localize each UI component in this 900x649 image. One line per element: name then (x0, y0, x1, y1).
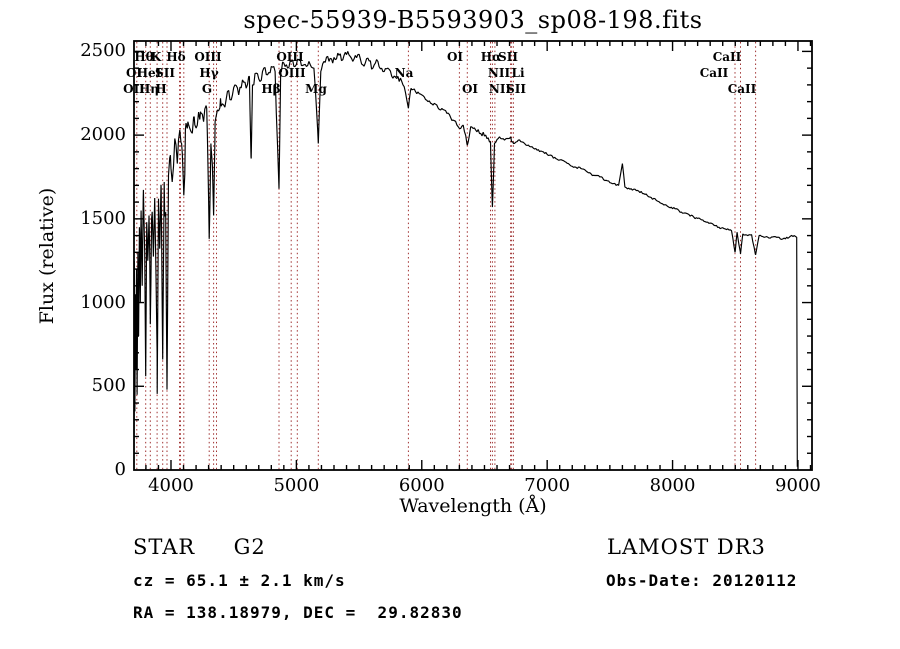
plot-frame (133, 40, 813, 471)
spectral-line-label: Hγ (199, 66, 218, 80)
spectral-line-label: SII (498, 50, 518, 64)
spectral-line-label: OIII (194, 50, 222, 64)
spectral-line-label: Hη (139, 82, 159, 96)
spectral-line-label: G (202, 82, 212, 96)
spectral-line-label: Hθ (134, 50, 153, 64)
spectral-line-label: SII (155, 66, 175, 80)
spectral-line-label: NII (489, 82, 512, 96)
spectral-line-label: K (151, 50, 162, 64)
y-tick-label: 1500 (80, 207, 126, 229)
y-tick-label: 500 (91, 375, 126, 397)
object-class-text: STAR G2 (133, 535, 266, 559)
x-tick-label: 5000 (273, 475, 320, 496)
spectral-line-label: Mg (305, 82, 327, 96)
spectral-line-label: Hδ (166, 50, 185, 64)
spectral-line-label: OI (462, 82, 478, 96)
cz-velocity-text: cz = 65.1 ± 2.1 km/s (133, 571, 346, 590)
x-axis-label: Wavelength (Å) (399, 495, 547, 517)
x-tick-label: 9000 (775, 475, 821, 496)
y-tick-label: 0 (114, 459, 126, 480)
x-tick-label: 7000 (524, 475, 571, 496)
spectral-line-label: OIII (278, 66, 306, 80)
y-tick-label: 2500 (80, 40, 126, 62)
spectral-line-label: Hα (481, 50, 502, 64)
spectral-line-label: NII (488, 66, 511, 80)
y-tick-label: 1000 (80, 291, 126, 313)
x-tick-label: 6000 (398, 475, 445, 496)
x-tick-label: 8000 (649, 475, 696, 496)
survey-release-text: LAMOST DR3 (607, 535, 766, 559)
spectral-line-label: CaII (700, 66, 729, 80)
spectrum-curve (134, 51, 798, 467)
spectral-line-label: Na (395, 66, 414, 80)
x-tick-label: 4000 (148, 475, 194, 496)
spectral-line-label: OI (447, 50, 463, 64)
spectral-line-label: HeI (137, 66, 162, 80)
spectral-line-label: Li (512, 66, 525, 80)
spectral-line-label: CaII (728, 82, 757, 96)
y-tick-label: 2000 (80, 124, 126, 146)
spectral-line-label: H (155, 82, 166, 96)
spectral-line-label: Hβ (261, 82, 280, 96)
plot-title: spec-55939-B5593903_sp08-198.fits (243, 6, 703, 34)
spectral-line-label: CaII (713, 50, 742, 64)
ra-dec-text: RA = 138.18979, DEC = 29.82830 (133, 603, 463, 622)
spectral-line-label: SII (506, 82, 526, 96)
obs-date-text: Obs-Date: 20120112 (606, 571, 798, 590)
